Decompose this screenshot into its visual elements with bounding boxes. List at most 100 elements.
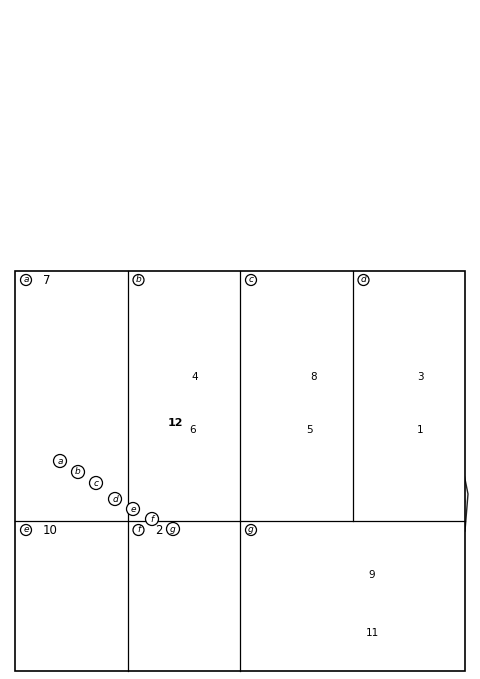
Bar xyxy=(171,436,174,445)
Ellipse shape xyxy=(324,566,335,584)
Polygon shape xyxy=(303,363,307,388)
Polygon shape xyxy=(108,444,140,511)
Text: 4: 4 xyxy=(192,372,198,382)
Polygon shape xyxy=(277,363,307,366)
Polygon shape xyxy=(386,421,419,423)
Polygon shape xyxy=(186,419,189,439)
Polygon shape xyxy=(148,424,455,544)
Polygon shape xyxy=(388,367,418,369)
Text: f: f xyxy=(150,515,154,524)
Text: 2: 2 xyxy=(156,524,163,536)
Bar xyxy=(329,566,365,584)
Text: d: d xyxy=(112,494,118,504)
Bar xyxy=(58,405,72,415)
Bar xyxy=(181,436,184,445)
Polygon shape xyxy=(50,397,82,423)
Polygon shape xyxy=(240,459,285,479)
Text: e: e xyxy=(130,504,136,513)
Text: e: e xyxy=(23,526,29,534)
Polygon shape xyxy=(277,366,303,388)
Bar xyxy=(375,484,420,509)
Polygon shape xyxy=(50,596,82,614)
Text: g: g xyxy=(170,524,176,534)
Circle shape xyxy=(167,523,180,536)
Text: a: a xyxy=(23,276,29,285)
Text: 8: 8 xyxy=(310,372,317,382)
Bar xyxy=(15,271,465,671)
Polygon shape xyxy=(164,598,168,610)
Polygon shape xyxy=(334,619,365,621)
Text: 3: 3 xyxy=(417,372,423,382)
Polygon shape xyxy=(415,464,465,561)
Polygon shape xyxy=(360,459,450,531)
Bar xyxy=(292,484,322,491)
Polygon shape xyxy=(164,365,192,367)
Polygon shape xyxy=(44,394,50,423)
Text: 12: 12 xyxy=(167,418,183,428)
Polygon shape xyxy=(334,621,361,637)
Text: 6: 6 xyxy=(189,425,195,435)
Bar xyxy=(176,436,179,445)
Bar xyxy=(78,406,83,414)
Circle shape xyxy=(145,513,158,526)
Polygon shape xyxy=(200,416,460,459)
Ellipse shape xyxy=(337,636,358,650)
Bar xyxy=(292,464,322,471)
Text: 1: 1 xyxy=(417,425,423,435)
Circle shape xyxy=(352,641,357,645)
Bar xyxy=(57,601,75,609)
Polygon shape xyxy=(384,367,388,385)
Text: 11: 11 xyxy=(365,628,379,638)
Text: d: d xyxy=(360,276,366,285)
Bar xyxy=(168,424,184,436)
Text: c: c xyxy=(94,479,98,488)
Circle shape xyxy=(127,502,140,515)
Bar xyxy=(263,462,269,476)
Text: b: b xyxy=(75,468,81,477)
Text: c: c xyxy=(249,276,253,285)
Bar xyxy=(54,402,78,418)
Circle shape xyxy=(176,474,196,494)
Polygon shape xyxy=(279,421,301,439)
Text: f: f xyxy=(137,526,140,534)
Bar xyxy=(292,494,322,501)
Polygon shape xyxy=(285,459,335,511)
Bar xyxy=(254,462,260,476)
Text: a: a xyxy=(57,456,63,466)
Bar xyxy=(245,462,251,476)
Polygon shape xyxy=(279,419,305,421)
Circle shape xyxy=(346,641,349,645)
Polygon shape xyxy=(166,419,189,422)
Bar xyxy=(292,474,322,481)
Polygon shape xyxy=(386,423,416,437)
Circle shape xyxy=(21,524,32,536)
Polygon shape xyxy=(168,600,192,610)
Ellipse shape xyxy=(328,569,335,581)
Polygon shape xyxy=(46,593,50,614)
Bar xyxy=(281,423,299,437)
Ellipse shape xyxy=(343,640,352,646)
Circle shape xyxy=(21,274,32,285)
Bar xyxy=(168,434,186,447)
Circle shape xyxy=(245,274,256,285)
Polygon shape xyxy=(301,419,305,439)
Polygon shape xyxy=(50,593,87,596)
Circle shape xyxy=(358,274,369,285)
Polygon shape xyxy=(164,367,188,387)
Text: b: b xyxy=(136,276,142,285)
Bar xyxy=(389,426,395,434)
Circle shape xyxy=(133,524,144,536)
Bar xyxy=(302,372,309,382)
Circle shape xyxy=(89,477,103,490)
Polygon shape xyxy=(108,416,468,589)
Bar xyxy=(407,426,413,434)
Circle shape xyxy=(245,524,256,536)
Text: CD: CD xyxy=(390,492,404,502)
Circle shape xyxy=(53,454,67,468)
Polygon shape xyxy=(383,421,386,437)
Circle shape xyxy=(72,466,84,479)
Text: 9: 9 xyxy=(369,570,375,580)
Circle shape xyxy=(194,474,214,494)
Polygon shape xyxy=(50,394,88,397)
Ellipse shape xyxy=(360,566,371,584)
